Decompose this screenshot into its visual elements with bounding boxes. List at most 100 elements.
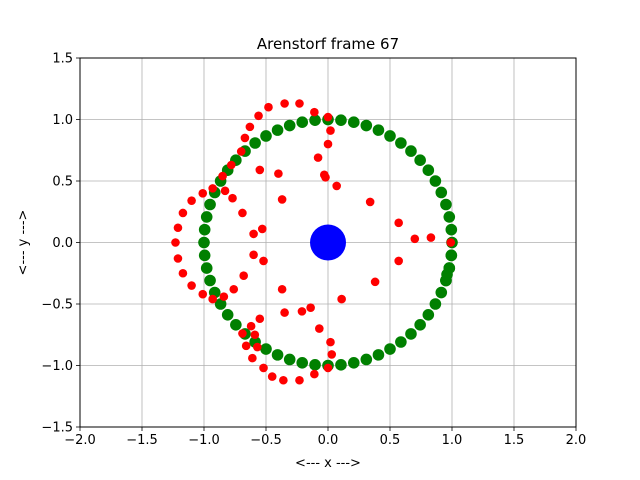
moon-orbit-point <box>440 198 452 211</box>
satellite-point <box>323 363 333 373</box>
x-tick-label: −1.5 <box>126 433 158 448</box>
satellite-point <box>255 165 265 175</box>
satellite-point <box>173 254 183 263</box>
moon-orbit-series <box>198 113 458 372</box>
moon-orbit-point <box>405 145 417 157</box>
moon-orbit-point <box>296 116 309 128</box>
satellite-point <box>264 102 273 112</box>
satellite-point <box>240 133 250 143</box>
moon-orbit-point <box>198 223 211 236</box>
x-tick-label: −2.0 <box>64 433 96 448</box>
moon-orbit-point <box>230 319 242 331</box>
satellite-point <box>337 294 346 304</box>
earth-series <box>310 224 346 261</box>
moon-orbit-point <box>335 359 347 371</box>
moon-orbit-point <box>309 114 321 126</box>
satellite-point <box>220 186 230 196</box>
satellite-point <box>274 169 283 178</box>
satellite-point <box>326 126 335 135</box>
x-tick-label: 2.0 <box>566 433 587 448</box>
y-axis-label: <--- y ---> <box>16 210 31 276</box>
satellite-point <box>326 337 335 347</box>
moon-orbit-point <box>204 198 216 211</box>
moon-orbit-point <box>360 119 373 132</box>
moon-orbit-point <box>435 186 448 199</box>
satellite-point <box>394 218 403 228</box>
satellite-point <box>254 111 263 121</box>
moon-orbit-point <box>414 319 426 331</box>
moon-orbit-point <box>445 249 458 262</box>
y-axis-ticks: −1.5 −1.0 −0.5 0.0 0.5 1.0 1.5 <box>41 52 80 436</box>
satellite-point <box>246 321 256 331</box>
satellite-point <box>370 277 380 287</box>
satellite-point <box>238 329 247 338</box>
satellite-point <box>313 153 323 162</box>
moon-orbit-point <box>414 154 426 166</box>
y-tick-label: 0.0 <box>52 236 73 251</box>
moon-orbit-point <box>283 353 296 366</box>
satellite-point <box>446 238 456 247</box>
satellite-point <box>310 369 319 379</box>
moon-orbit-point <box>283 119 296 132</box>
y-tick-label: 1.0 <box>52 113 73 128</box>
satellite-point <box>250 330 260 340</box>
moon-orbit-point <box>296 357 309 369</box>
moon-orbit-point <box>198 236 210 249</box>
moon-orbit-point <box>260 130 272 142</box>
moon-orbit-point <box>405 328 417 340</box>
satellite-point <box>394 256 403 266</box>
satellite-point <box>171 238 180 247</box>
x-tick-label: −0.5 <box>250 433 282 448</box>
satellite-point <box>241 341 251 351</box>
moon-orbit-point <box>435 286 448 299</box>
satellite-point <box>259 363 268 373</box>
y-tick-label: 0.5 <box>52 175 73 190</box>
moon-orbit-point <box>372 349 385 361</box>
satellite-point <box>229 284 239 294</box>
satellite-point <box>248 353 257 363</box>
moon-orbit-point <box>360 353 373 366</box>
chart-title: Arenstorf frame 67 <box>257 35 399 53</box>
satellite-point <box>198 289 208 299</box>
satellite-point <box>426 233 436 242</box>
moon-orbit-point <box>204 274 216 287</box>
moon-orbit-point <box>335 114 347 126</box>
x-tick-label: 0.0 <box>318 433 339 448</box>
satellite-point <box>295 99 304 108</box>
satellite-point <box>173 223 183 233</box>
satellite-point <box>239 271 248 281</box>
moon-orbit-point <box>260 343 272 355</box>
x-tick-label: 1.5 <box>504 433 525 448</box>
satellite-point <box>267 372 277 381</box>
x-axis-ticks: −2.0 −1.5 −1.0 −0.5 0.0 0.5 1.0 1.5 2.0 <box>64 427 586 448</box>
satellite-point <box>178 268 188 278</box>
satellite-point <box>257 224 267 234</box>
satellite-point <box>208 294 217 304</box>
satellite-point <box>410 234 420 244</box>
x-tick-label: 0.5 <box>380 433 401 448</box>
satellite-point <box>187 196 196 205</box>
moon-orbit-point <box>214 298 227 310</box>
moon-orbit-point <box>422 308 435 321</box>
satellite-point <box>306 303 315 312</box>
moon-orbit-point <box>200 262 213 274</box>
moon-orbit-point <box>249 137 261 149</box>
satellite-point <box>236 147 246 156</box>
moon-orbit-point <box>347 116 360 128</box>
moon-orbit-point <box>395 336 407 348</box>
satellite-point <box>187 281 196 290</box>
moon-orbit-point <box>198 249 211 262</box>
moon-orbit-point <box>271 124 284 136</box>
moon-current-point <box>441 268 453 281</box>
moon-orbit-point <box>422 164 435 177</box>
moon-orbit-point <box>443 211 456 223</box>
satellite-point <box>219 292 229 301</box>
satellite-point <box>315 324 324 333</box>
satellite-path-series <box>171 99 456 385</box>
satellite-point <box>319 170 329 180</box>
moon-orbit-point <box>429 175 442 187</box>
satellite-point <box>323 139 333 149</box>
moon-orbit-point <box>309 359 321 371</box>
satellite-point <box>332 181 341 191</box>
